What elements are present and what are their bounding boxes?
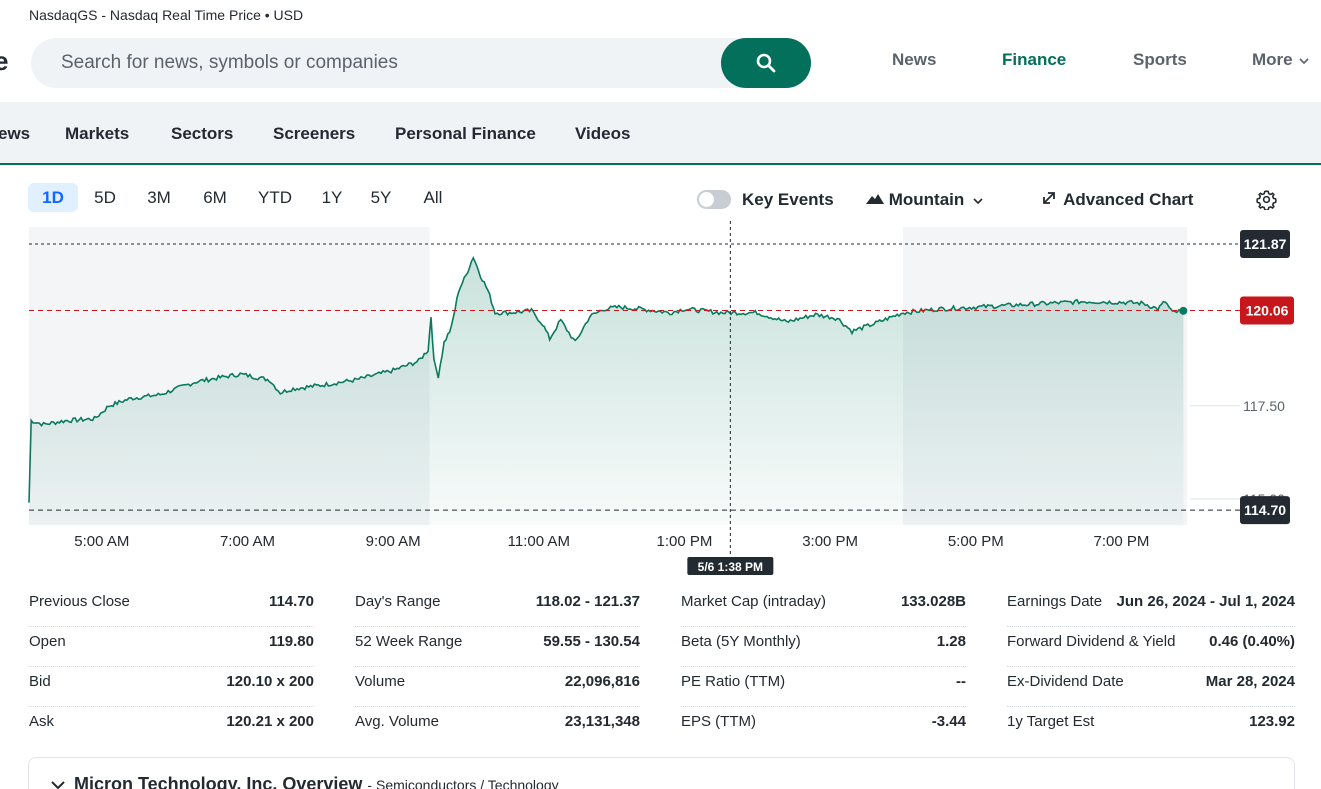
- nav-news[interactable]: News: [892, 50, 937, 69]
- range-1y[interactable]: 1Y: [321, 187, 343, 207]
- chart-type-label: Mountain: [888, 190, 965, 209]
- stat-pe-ratio: PE Ratio (TTM) --: [681, 667, 966, 707]
- chart-settings-button[interactable]: [1256, 189, 1277, 215]
- x-tick-label: 11:00 AM: [508, 533, 570, 550]
- x-tick-label: 3:00 PM: [802, 533, 858, 550]
- subnav-markets[interactable]: Markets: [65, 124, 130, 143]
- range-5y[interactable]: 5Y: [370, 187, 392, 207]
- key-events-label[interactable]: Key Events: [742, 190, 834, 209]
- stat-ask: Ask 120.21 x 200: [29, 713, 314, 730]
- current-price-badge: 120.06: [1240, 296, 1294, 325]
- current-price-badge-text: 120.06: [1246, 302, 1289, 318]
- expand-icon: [1043, 192, 1055, 204]
- exchange-info: NasdaqGS - Nasdaq Real Time Price • USD: [29, 7, 304, 23]
- subnav-personal-finance[interactable]: Personal Finance: [395, 124, 536, 143]
- price-line: [28, 256, 1184, 503]
- x-tick-label: 7:00 PM: [1094, 533, 1150, 550]
- key-events-toggle[interactable]: [697, 190, 731, 209]
- search-input[interactable]: [61, 38, 711, 88]
- range-1d[interactable]: 1D: [28, 183, 78, 212]
- x-tick-label: 9:00 AM: [366, 533, 421, 550]
- stat-days-range: Day's Range 118.02 - 121.37: [355, 587, 640, 627]
- crosshair-time-badge-bg: [687, 557, 774, 575]
- toggle-knob: [699, 192, 714, 207]
- stat-eps: EPS (TTM) -3.44: [681, 713, 966, 730]
- range-ytd[interactable]: YTD: [258, 187, 292, 207]
- advanced-chart-label: Advanced Chart: [1063, 190, 1194, 209]
- stat-52-week-range: 52 Week Range 59.55 - 130.54: [355, 627, 640, 667]
- subnav-sectors[interactable]: Sectors: [171, 124, 234, 143]
- high-price-badge: 121.87: [1240, 230, 1290, 259]
- stat-forward-dividend: Forward Dividend & Yield 0.46 (0.40%): [1007, 627, 1295, 667]
- x-tick-label: 5:00 AM: [74, 533, 129, 550]
- subnav-screeners[interactable]: Screeners: [273, 124, 356, 143]
- x-tick-label: 7:00 AM: [220, 533, 275, 550]
- nav-more[interactable]: More: [1252, 50, 1309, 70]
- stat-beta: Beta (5Y Monthly) 1.28: [681, 627, 966, 667]
- previous-close-badge-text: 114.70: [1244, 502, 1286, 518]
- nav-sports[interactable]: Sports: [1133, 50, 1187, 69]
- company-overview-card[interactable]: Micron Technology, Inc. Overview - Semic…: [28, 757, 1295, 789]
- finance-subnav: ews Markets Sectors Screeners Personal F…: [0, 102, 1321, 165]
- stat-volume: Volume 22,096,816: [355, 667, 640, 707]
- last-price-dot: [1179, 306, 1188, 315]
- logo-fragment[interactable]: e: [0, 46, 9, 76]
- high-price-badge-text: 121.87: [1244, 236, 1287, 252]
- search-icon: [756, 53, 776, 73]
- current-price-badge-bg: [1240, 296, 1294, 325]
- search-bar: [31, 38, 811, 88]
- subnav-news[interactable]: ews: [0, 124, 31, 143]
- stat-open: Open 119.80: [29, 627, 314, 667]
- overview-title: Micron Technology, Inc. Overview - Semic…: [74, 774, 559, 789]
- stat-1y-target: 1y Target Est 123.92: [1007, 713, 1295, 730]
- crosshair-time-badge: 5/6 1:38 PM: [687, 557, 774, 575]
- chevron-down-icon: [973, 198, 983, 205]
- range-3m[interactable]: 3M: [147, 187, 171, 207]
- range-6m[interactable]: 6M: [203, 187, 227, 207]
- chevron-down-icon: [1299, 58, 1309, 65]
- stat-bid: Bid 120.10 x 200: [29, 667, 314, 707]
- x-tick-label: 5:00 PM: [948, 533, 1004, 550]
- y-tick-label: 117.50: [1243, 398, 1285, 414]
- nav-more-label: More: [1252, 50, 1293, 69]
- stat-earnings-date: Earnings Date Jun 26, 2024 - Jul 1, 2024: [1007, 587, 1295, 627]
- stat-market-cap: Market Cap (intraday) 133.028B: [681, 587, 966, 627]
- stat-previous-close: Previous Close 114.70: [29, 587, 314, 627]
- crosshair-time-text: 5/6 1:38 PM: [698, 560, 763, 574]
- gear-icon: [1256, 190, 1277, 211]
- mountain-icon: [866, 194, 884, 204]
- stat-avg-volume: Avg. Volume 23,131,348: [355, 713, 640, 730]
- stat-ex-dividend-date: Ex-Dividend Date Mar 28, 2024: [1007, 667, 1295, 707]
- high-price-badge-bg: [1240, 230, 1290, 259]
- nav-finance[interactable]: Finance: [1002, 50, 1067, 69]
- chart-type-selector[interactable]: Mountain: [866, 190, 983, 210]
- search-button[interactable]: [721, 38, 811, 88]
- overview-sector: - Semiconductors / Technology: [367, 777, 559, 789]
- overview-company-name: Micron Technology, Inc. Overview: [74, 774, 363, 789]
- chevron-down-icon[interactable]: [51, 780, 65, 789]
- previous-close-badge-bg: [1240, 496, 1290, 525]
- x-tick-label: 1:00 PM: [657, 533, 713, 550]
- price-area: [29, 257, 1184, 525]
- range-all[interactable]: All: [423, 187, 443, 207]
- advanced-chart-button[interactable]: Advanced Chart: [1042, 190, 1193, 210]
- previous-close-badge: 114.70: [1240, 496, 1290, 525]
- subnav-videos[interactable]: Videos: [575, 124, 631, 143]
- range-5d[interactable]: 5D: [94, 187, 116, 207]
- price-chart[interactable]: 117.50115.00 5:00 AM7:00 AM9:00 AM11:00 …: [0, 215, 1321, 575]
